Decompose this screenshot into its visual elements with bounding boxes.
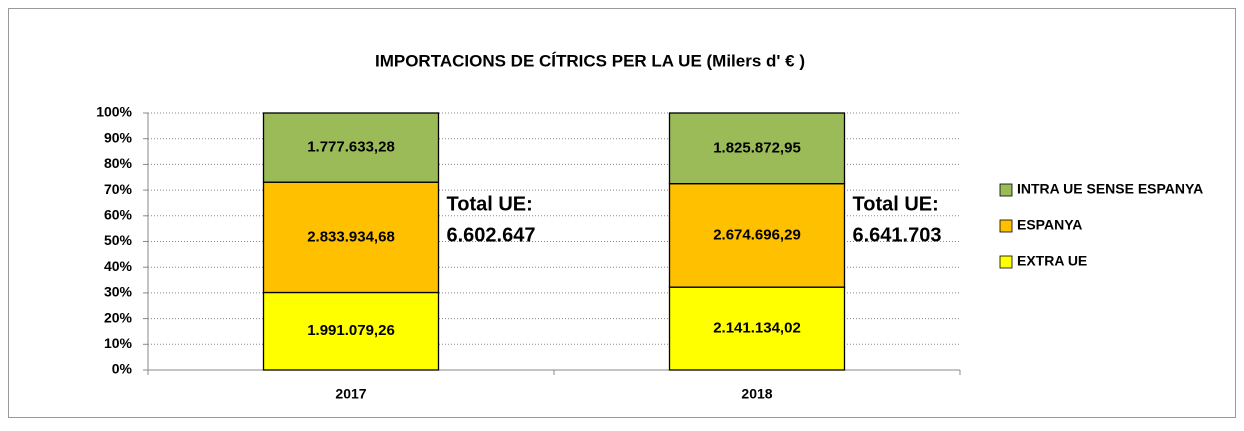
x-tick-label: 2018 [741,386,772,402]
y-tick-label: 80% [104,155,133,171]
y-tick-label: 30% [104,284,133,300]
data-label: 1.777.633,28 [307,139,395,156]
y-tick-label: 40% [104,258,133,274]
legend-swatch [999,219,1013,233]
bar-segment [262,112,440,183]
chart-border [8,8,1236,418]
legend-label: ESPANYA [1017,217,1082,233]
annotation: Total UE: [853,193,939,215]
bar-segment [668,183,846,288]
y-tick-label: 90% [104,129,133,145]
data-label: 2.674.696,29 [713,226,801,243]
data-label: 2.833.934,68 [307,228,395,245]
annotation: 6.602.647 [447,224,536,246]
y-tick-label: 70% [104,181,133,197]
annotation: Total UE: [447,193,533,215]
y-tick-label: 0% [112,361,133,377]
annotation: 6.641.703 [853,224,942,246]
legend-swatch [999,255,1013,269]
y-tick-label: 100% [96,104,132,120]
legend-label: INTRA UE SENSE ESPANYA [1017,181,1203,197]
y-tick-label: 20% [104,309,133,325]
legend-swatch [999,183,1013,197]
data-label: 1.825.872,95 [713,139,801,156]
x-tick-label: 2017 [335,386,366,402]
bar-segment [668,112,846,185]
chart-title: IMPORTACIONS DE CÍTRICS PER LA UE (Miler… [375,51,805,70]
legend-label: EXTRA UE [1017,253,1087,269]
bar-segment [262,181,440,294]
bar-segment [262,291,440,371]
y-tick-label: 10% [104,335,133,351]
data-label: 2.141.134,02 [713,320,801,337]
y-tick-label: 50% [104,232,133,248]
data-label: 1.991.079,26 [307,322,395,339]
y-tick-label: 60% [104,207,133,223]
